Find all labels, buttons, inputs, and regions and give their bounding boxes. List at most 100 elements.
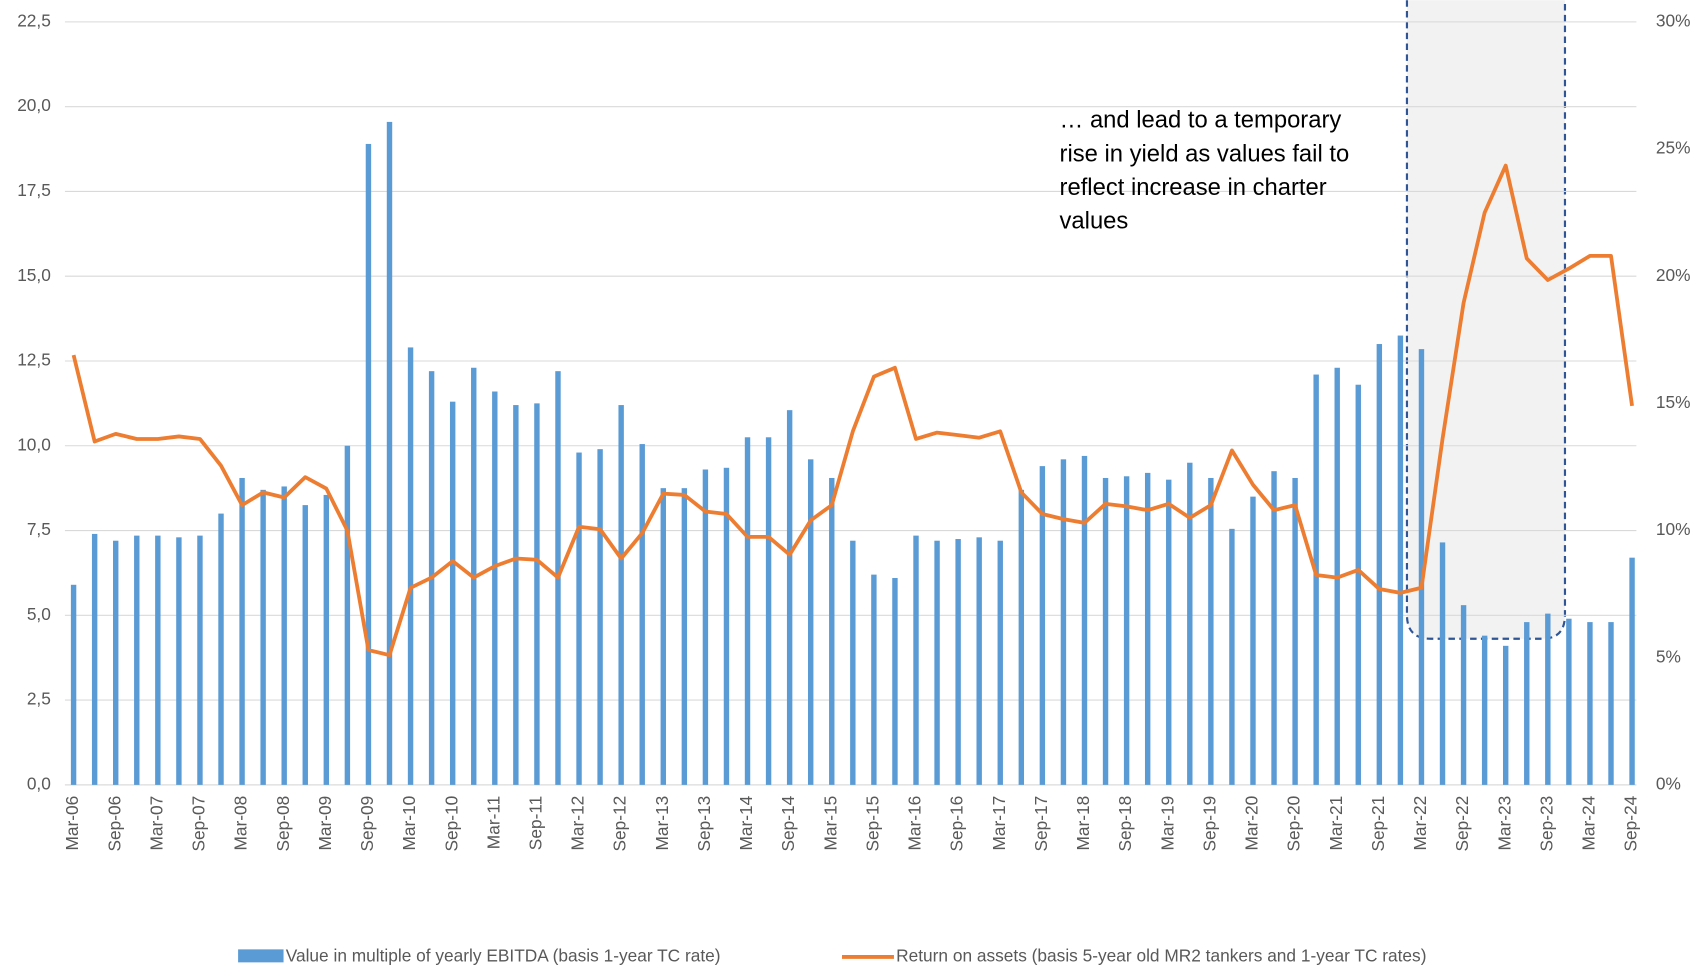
y-tick-label: 5,0 bbox=[27, 604, 51, 624]
y-tick-label: 2,5 bbox=[27, 689, 51, 709]
bar bbox=[386, 121, 393, 785]
bar bbox=[1060, 459, 1067, 785]
bar bbox=[660, 488, 666, 785]
x-tick-label: Sep-20 bbox=[1284, 796, 1304, 852]
legend-swatch bbox=[238, 949, 284, 963]
y2-tick-label: 20% bbox=[1656, 265, 1691, 285]
bar bbox=[534, 403, 540, 785]
x-tick-label: Sep-24 bbox=[1621, 795, 1641, 851]
x-tick-label: Sep-17 bbox=[1031, 796, 1051, 852]
bar bbox=[744, 437, 751, 785]
y2-tick-label: 5% bbox=[1656, 646, 1681, 666]
x-tick-label: Mar-10 bbox=[399, 796, 419, 851]
bar bbox=[1397, 335, 1404, 785]
bar bbox=[513, 405, 519, 785]
bar bbox=[365, 143, 372, 785]
bar bbox=[850, 540, 856, 785]
x-tick-label: Mar-08 bbox=[231, 796, 251, 851]
x-tick-label: Sep-06 bbox=[104, 796, 124, 852]
x-tick-label: Mar-09 bbox=[315, 796, 335, 851]
x-tick-label: Mar-22 bbox=[1410, 796, 1430, 851]
bar bbox=[1208, 477, 1214, 785]
bar bbox=[218, 513, 224, 785]
x-tick-label: Sep-18 bbox=[1115, 796, 1135, 852]
x-tick-label: Sep-22 bbox=[1452, 796, 1472, 852]
bar bbox=[576, 452, 582, 785]
bar bbox=[829, 477, 835, 785]
x-tick-label: Sep-09 bbox=[357, 796, 377, 852]
bar bbox=[197, 535, 203, 785]
bar bbox=[449, 401, 456, 785]
bar bbox=[1018, 489, 1025, 785]
bar bbox=[70, 584, 77, 785]
bar bbox=[1502, 645, 1509, 785]
x-tick-label: Mar-12 bbox=[568, 796, 588, 851]
bar bbox=[913, 535, 919, 785]
bar bbox=[1229, 528, 1235, 785]
bar bbox=[681, 488, 688, 785]
bar bbox=[1608, 622, 1614, 785]
y2-tick-label: 25% bbox=[1656, 138, 1691, 158]
x-tick-label: Mar-17 bbox=[989, 796, 1009, 851]
x-tick-label: Mar-16 bbox=[905, 796, 925, 851]
bar bbox=[871, 574, 877, 785]
x-tick-label: Sep-13 bbox=[694, 796, 714, 852]
bar bbox=[239, 477, 245, 785]
x-tick-label: Sep-19 bbox=[1199, 796, 1219, 852]
highlight-region bbox=[1405, 0, 1567, 640]
x-tick-label: Mar-18 bbox=[1073, 796, 1093, 851]
bar bbox=[113, 540, 119, 785]
bar bbox=[1376, 344, 1383, 785]
x-tick-label: Sep-14 bbox=[778, 795, 798, 851]
x-tick-label: Sep-10 bbox=[441, 796, 461, 852]
x-tick-label: Mar-20 bbox=[1242, 796, 1262, 851]
bar bbox=[702, 469, 709, 785]
annotation: reflect increase in charter bbox=[1060, 174, 1327, 201]
bar bbox=[1460, 605, 1467, 785]
x-tick-label: Sep-23 bbox=[1536, 796, 1556, 852]
bar bbox=[618, 405, 624, 785]
y-tick-label: 20,0 bbox=[17, 95, 51, 115]
y-tick-label: 17,5 bbox=[17, 180, 51, 200]
bar bbox=[281, 486, 287, 785]
bar bbox=[1313, 374, 1319, 785]
x-tick-label: Sep-07 bbox=[189, 796, 209, 852]
annotation: rise in yield as values fail to bbox=[1060, 140, 1350, 167]
bar bbox=[1439, 542, 1446, 785]
bar bbox=[955, 539, 961, 785]
bar bbox=[407, 347, 414, 785]
bar bbox=[1166, 479, 1172, 785]
x-tick-label: Sep-11 bbox=[526, 796, 546, 851]
x-tick-label: Sep-08 bbox=[273, 796, 293, 852]
y-tick-label: 0,0 bbox=[27, 773, 51, 793]
x-tick-label: Mar-13 bbox=[652, 796, 672, 851]
bar bbox=[639, 444, 645, 785]
y2-tick-label: 15% bbox=[1656, 392, 1691, 412]
bar bbox=[1545, 613, 1551, 785]
bar bbox=[808, 459, 814, 785]
bar bbox=[1187, 462, 1193, 785]
bar bbox=[1524, 622, 1530, 785]
bar bbox=[1292, 477, 1298, 785]
y-tick-label: 22,5 bbox=[17, 10, 51, 30]
bar bbox=[302, 505, 308, 785]
bar bbox=[997, 540, 1003, 785]
x-tick-label: Sep-16 bbox=[947, 796, 967, 852]
bar bbox=[1081, 455, 1088, 785]
bar bbox=[1271, 471, 1277, 785]
bar bbox=[786, 410, 793, 785]
y2-tick-label: 10% bbox=[1656, 519, 1691, 539]
x-tick-label: Mar-21 bbox=[1326, 796, 1346, 851]
x-tick-label: Mar-11 bbox=[483, 796, 503, 850]
x-tick-label: Mar-23 bbox=[1494, 796, 1514, 851]
annotation: values bbox=[1060, 207, 1129, 234]
x-tick-label: Mar-07 bbox=[146, 796, 166, 851]
bar bbox=[1418, 349, 1425, 785]
x-tick-label: Mar-14 bbox=[736, 795, 756, 850]
bar bbox=[1629, 557, 1635, 785]
bar bbox=[1355, 384, 1361, 785]
legend-label: Value in multiple of yearly EBITDA (basi… bbox=[286, 946, 721, 966]
bar bbox=[134, 535, 140, 785]
x-tick-label: Mar-15 bbox=[820, 796, 840, 851]
